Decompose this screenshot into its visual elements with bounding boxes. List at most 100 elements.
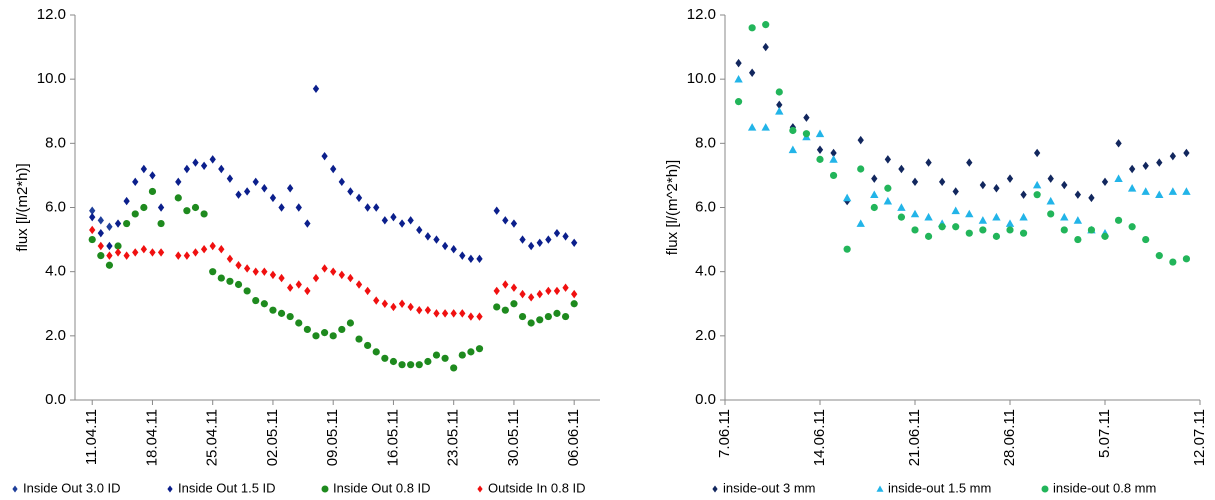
point	[441, 309, 449, 318]
y-tick-label: 10.0	[687, 70, 716, 87]
point	[536, 316, 544, 324]
point	[364, 203, 371, 212]
point	[519, 235, 526, 244]
point	[1155, 190, 1164, 199]
point	[829, 155, 838, 163]
point	[1088, 193, 1095, 203]
point	[1033, 191, 1041, 199]
point	[979, 226, 987, 234]
point	[910, 209, 920, 218]
x-tick-label: 23.05.11	[445, 409, 462, 466]
point	[562, 283, 569, 292]
point	[924, 212, 933, 221]
point	[510, 300, 518, 308]
point	[1169, 151, 1177, 161]
point	[1006, 174, 1014, 183]
point	[545, 235, 552, 244]
legend-marker	[876, 485, 884, 492]
point	[1142, 161, 1149, 170]
point	[562, 232, 569, 241]
point	[191, 203, 200, 212]
x-tick-label: 02.05.11	[264, 409, 281, 466]
point	[1101, 177, 1109, 187]
x-tick-label: 28.06.11	[1001, 409, 1018, 466]
point	[476, 312, 483, 321]
point	[992, 232, 1001, 240]
point	[561, 312, 570, 321]
point	[951, 206, 960, 215]
point	[815, 129, 825, 138]
point	[493, 286, 500, 296]
point	[346, 319, 355, 327]
y-tick-label: 12.0	[687, 6, 716, 23]
point	[938, 223, 946, 231]
point	[570, 300, 578, 308]
point	[355, 335, 363, 343]
point	[277, 309, 286, 317]
y-tick-label: 12.0	[37, 6, 66, 23]
point	[450, 309, 457, 318]
point	[925, 158, 932, 167]
x-tick-label: 21.06.11	[906, 409, 923, 466]
point	[911, 226, 919, 234]
legend-label: Outside In 0.8 ID	[488, 480, 586, 495]
point	[734, 98, 743, 106]
point	[123, 251, 130, 260]
point	[261, 267, 268, 276]
point	[407, 302, 414, 312]
point	[884, 155, 892, 164]
point	[843, 245, 851, 253]
point	[200, 210, 208, 218]
point	[502, 216, 509, 225]
legend-marker	[1041, 485, 1049, 493]
point	[1061, 180, 1068, 190]
point	[816, 155, 824, 163]
point	[856, 219, 865, 227]
point	[776, 100, 783, 110]
y-tick-label: 6.0	[45, 198, 66, 215]
point	[459, 251, 466, 260]
point	[286, 312, 294, 321]
point	[415, 361, 423, 369]
point	[157, 203, 165, 212]
point	[389, 357, 398, 366]
y-tick-label: 8.0	[45, 134, 66, 151]
point	[761, 123, 770, 131]
point	[148, 187, 157, 196]
point	[788, 145, 798, 154]
point	[1141, 187, 1150, 195]
point	[433, 235, 440, 244]
point	[510, 219, 518, 228]
point	[441, 241, 449, 251]
point	[748, 68, 756, 77]
point	[897, 203, 906, 211]
point	[372, 348, 380, 356]
point	[132, 248, 139, 257]
point	[459, 309, 466, 318]
legend-label: Inside Out 3.0 ID	[23, 480, 121, 495]
y-tick-label: 4.0	[45, 263, 66, 280]
point	[1182, 187, 1191, 195]
point	[1033, 148, 1041, 158]
point	[510, 283, 518, 292]
point	[106, 241, 113, 251]
point	[965, 229, 973, 237]
point	[269, 306, 277, 314]
point	[475, 345, 484, 353]
point	[1006, 226, 1014, 234]
y-tick-label: 0.0	[695, 391, 716, 408]
point	[114, 219, 122, 228]
legend-label: inside-out 3 mm	[723, 480, 815, 495]
point	[398, 219, 406, 228]
point	[209, 155, 216, 164]
point	[450, 364, 458, 372]
point	[1047, 174, 1054, 183]
point	[545, 286, 552, 296]
x-tick-label: 06.06.11	[565, 409, 582, 466]
point	[347, 273, 354, 283]
point	[175, 251, 182, 260]
point	[312, 273, 320, 283]
point	[278, 203, 285, 212]
point	[1032, 180, 1042, 189]
